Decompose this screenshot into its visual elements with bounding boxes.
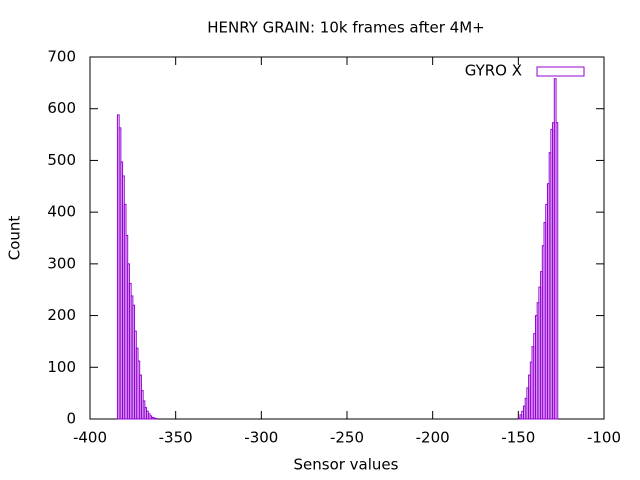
x-tick-label: -100 [587, 429, 621, 447]
y-tick-label: 500 [47, 151, 76, 169]
y-tick-label: 0 [66, 410, 76, 428]
x-tick-label: -250 [330, 429, 364, 447]
plot-frame [89, 56, 605, 420]
y-tick-label: 200 [47, 306, 76, 324]
y-axis-label: Count [6, 216, 24, 261]
legend-label: GYRO X [465, 62, 522, 80]
bar [154, 417, 158, 420]
y-tick-label: 100 [47, 358, 76, 376]
x-tick-label: -400 [73, 429, 107, 447]
x-tick-label: -300 [244, 429, 278, 447]
chart-title: HENRY GRAIN: 10k frames after 4M+ [207, 19, 484, 37]
legend-swatch [536, 66, 585, 77]
y-tick-label: 400 [47, 203, 76, 221]
bar [555, 122, 559, 420]
y-tick-label: 600 [47, 99, 76, 117]
y-tick-label: 700 [47, 48, 76, 66]
y-tick-label: 300 [47, 254, 76, 272]
x-tick-label: -150 [501, 429, 535, 447]
x-tick-label: -200 [416, 429, 450, 447]
x-tick-label: -350 [159, 429, 193, 447]
x-axis-label: Sensor values [294, 456, 399, 474]
